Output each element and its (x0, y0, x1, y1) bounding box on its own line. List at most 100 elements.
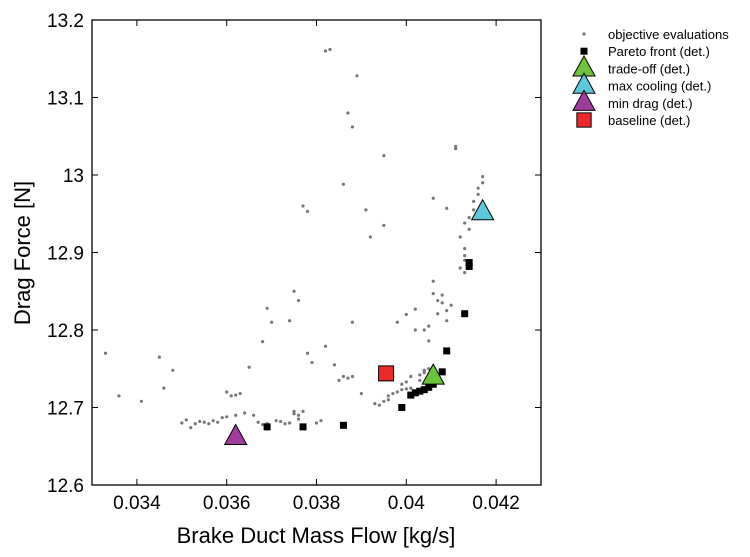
x-axis-label: Brake Duct Mass Flow [kg/s] (177, 523, 456, 548)
evaluation-point (270, 320, 274, 324)
evaluation-point (350, 374, 355, 379)
y-tick-label: 12.8 (47, 321, 84, 342)
evaluation-point (373, 402, 377, 406)
evaluation-point (283, 422, 287, 426)
evaluation-point (463, 254, 467, 258)
y-axis-label: Drag Force [N] (10, 181, 35, 325)
evaluation-point (400, 382, 404, 386)
evaluation-point (422, 328, 426, 332)
evaluation-point (296, 413, 301, 417)
pareto-point (411, 389, 419, 397)
evaluation-point (296, 417, 301, 421)
evaluation-point (463, 221, 467, 225)
evaluation-point (413, 328, 417, 332)
evaluation-point (377, 403, 381, 407)
evaluation-point (427, 324, 431, 328)
axis-frame (91, 19, 542, 486)
evaluation-point (404, 387, 408, 391)
evaluation-point (431, 279, 435, 283)
max-cooling-marker (470, 198, 495, 221)
evaluation-point (202, 420, 206, 424)
evaluation-point (301, 409, 305, 413)
evaluation-point (139, 399, 143, 403)
y-tick-label: 13 (63, 166, 84, 187)
evaluation-point (431, 196, 435, 200)
evaluation-point (454, 144, 458, 148)
evaluation-point (292, 289, 296, 293)
pareto-point (465, 262, 473, 270)
evaluation-point (400, 388, 404, 392)
evaluation-point (193, 422, 197, 426)
evaluation-point (350, 125, 355, 129)
evaluation-point (252, 413, 256, 417)
evaluation-point (346, 111, 350, 115)
evaluation-point (162, 386, 166, 390)
evaluation-point (247, 365, 251, 369)
evaluation-point (220, 415, 224, 420)
pareto-point (339, 421, 347, 429)
evaluation-point (301, 204, 305, 208)
pareto-point (407, 391, 415, 399)
evaluation-point (310, 360, 314, 365)
min-drag-marker (223, 423, 248, 446)
evaluation-point (395, 320, 399, 324)
evaluation-point (225, 415, 229, 419)
evaluation-point (274, 419, 278, 423)
pareto-point (263, 423, 271, 431)
evaluation-point (382, 223, 386, 227)
legend: objective evaluations Pareto front (det.)… (572, 27, 729, 128)
pareto-point (465, 259, 473, 267)
evaluation-point (458, 235, 462, 239)
evaluation-point (180, 421, 184, 425)
evaluation-point (463, 271, 467, 275)
evaluation-point (261, 340, 265, 344)
evaluation-point (305, 351, 310, 355)
evaluation-point (189, 426, 193, 430)
evaluation-point (409, 374, 413, 379)
evaluation-point (234, 413, 238, 417)
evaluation-point (211, 419, 215, 423)
evaluation-point (364, 208, 368, 212)
x-tick-label: 0.036 (203, 493, 251, 514)
evaluation-point (216, 420, 220, 424)
evaluation-point (314, 421, 319, 425)
evaluation-point (382, 399, 386, 403)
evaluation-point (368, 235, 372, 239)
evaluation-point (355, 74, 359, 78)
y-tick-label: 12.6 (47, 476, 84, 497)
evaluation-point (440, 301, 444, 305)
x-tick-label: 0.038 (293, 493, 341, 514)
evaluation-point (292, 409, 296, 413)
legend-marker (580, 47, 588, 55)
evaluation-point (278, 419, 283, 424)
evaluation-point (476, 192, 480, 196)
evaluation-point (256, 420, 260, 424)
evaluation-point (436, 312, 440, 316)
axes: 0.034 0.036 0.038 0.04 0.042 12.6 12.7 12.8 12.9… (47, 11, 542, 514)
evaluation-point (305, 209, 310, 214)
evaluation-point (157, 355, 161, 359)
trade-off-marker (421, 363, 446, 385)
evaluation-point (184, 418, 188, 422)
evaluation-point (445, 309, 449, 313)
evaluation-point (431, 291, 435, 296)
evaluation-point (207, 422, 211, 426)
evaluation-point (481, 174, 485, 179)
legend-label: objective evaluations (608, 27, 729, 42)
evaluation-point (440, 293, 444, 297)
evaluation-point (323, 49, 328, 53)
pareto-point (299, 423, 307, 431)
evaluation-point (427, 339, 431, 343)
pareto-point (461, 310, 469, 318)
x-tick-label: 0.04 (388, 493, 425, 514)
x-tick-label: 0.034 (113, 493, 161, 514)
legend-label: max cooling (det.) (608, 79, 711, 94)
evaluation-point (292, 412, 296, 416)
evaluation-point (359, 391, 363, 396)
evaluation-point (229, 394, 233, 398)
pareto-point (416, 387, 424, 395)
evaluation-point (332, 363, 337, 367)
evaluation-point (391, 391, 395, 396)
evaluation-point (346, 376, 350, 380)
